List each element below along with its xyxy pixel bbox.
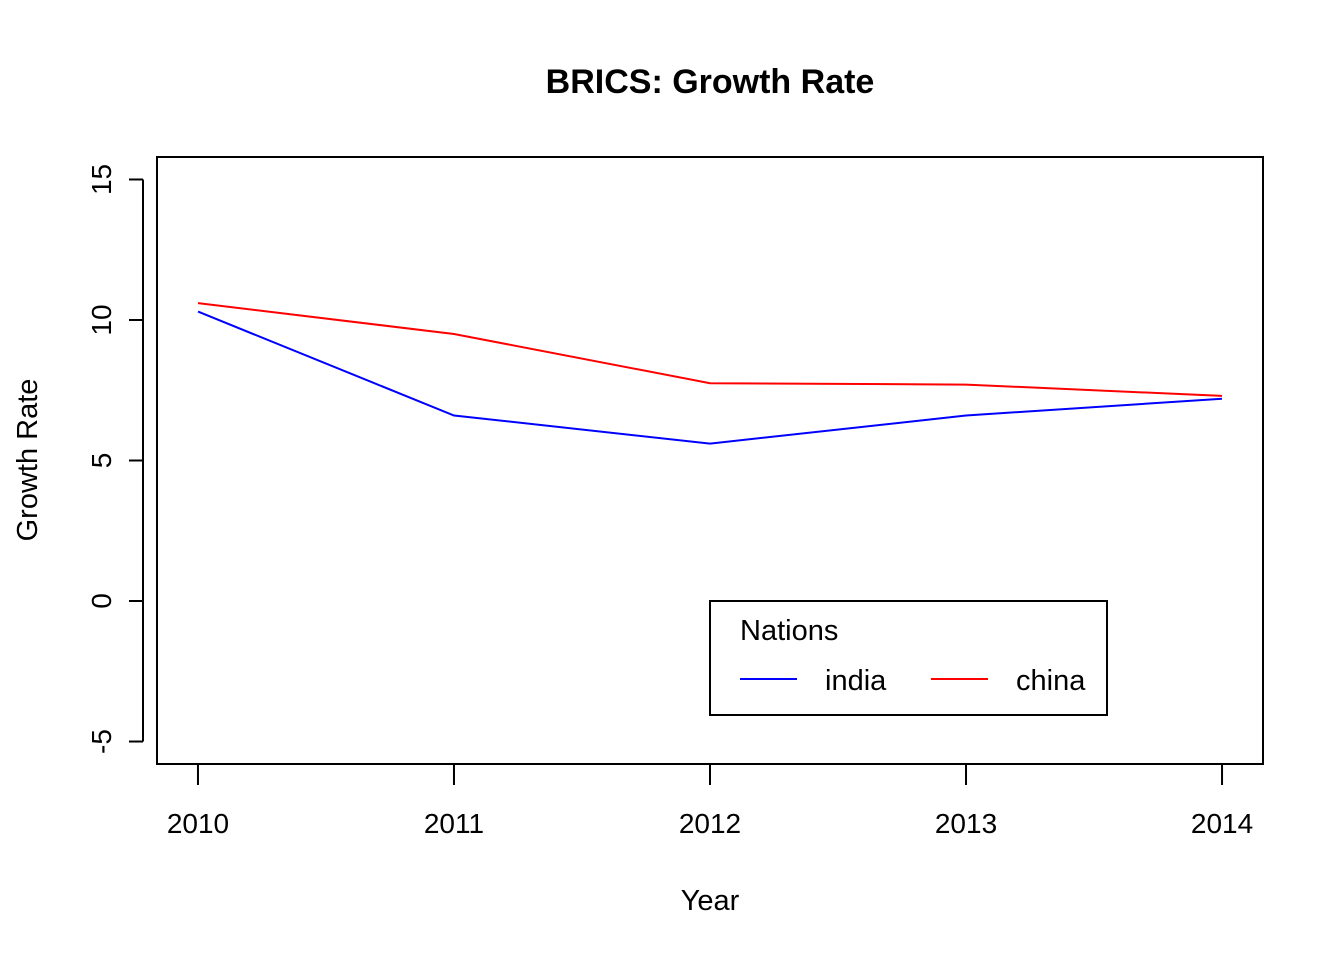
x-tick-label: 2010 xyxy=(167,808,229,839)
y-axis: -5 0 5 10 15 xyxy=(86,164,144,754)
legend: Nations india china xyxy=(709,600,1108,716)
y-tick-label: 10 xyxy=(86,304,117,335)
y-tick-label: 15 xyxy=(86,164,117,195)
x-axis: 2010 2011 2012 2013 2014 xyxy=(167,763,1253,839)
legend-box xyxy=(709,600,1108,716)
chart-title: BRICS: Growth Rate xyxy=(546,63,875,101)
y-tick-label: 0 xyxy=(86,593,117,609)
y-tick-label: 5 xyxy=(86,453,117,469)
x-tick-label: 2012 xyxy=(679,808,741,839)
series-lines xyxy=(197,302,1223,445)
x-tick-label: 2011 xyxy=(424,808,484,839)
x-tick-label: 2014 xyxy=(1191,808,1253,839)
x-axis-label: Year xyxy=(681,885,740,917)
series-line-china xyxy=(197,302,1223,397)
series-line-india xyxy=(197,310,1223,445)
legend-label-india: india xyxy=(825,665,887,697)
y-axis-label: Growth Rate xyxy=(12,379,44,542)
legend-label-china: china xyxy=(1016,665,1086,697)
legend-title: Nations xyxy=(740,615,838,647)
x-tick-label: 2013 xyxy=(935,808,997,839)
y-tick-label: -5 xyxy=(86,729,117,754)
